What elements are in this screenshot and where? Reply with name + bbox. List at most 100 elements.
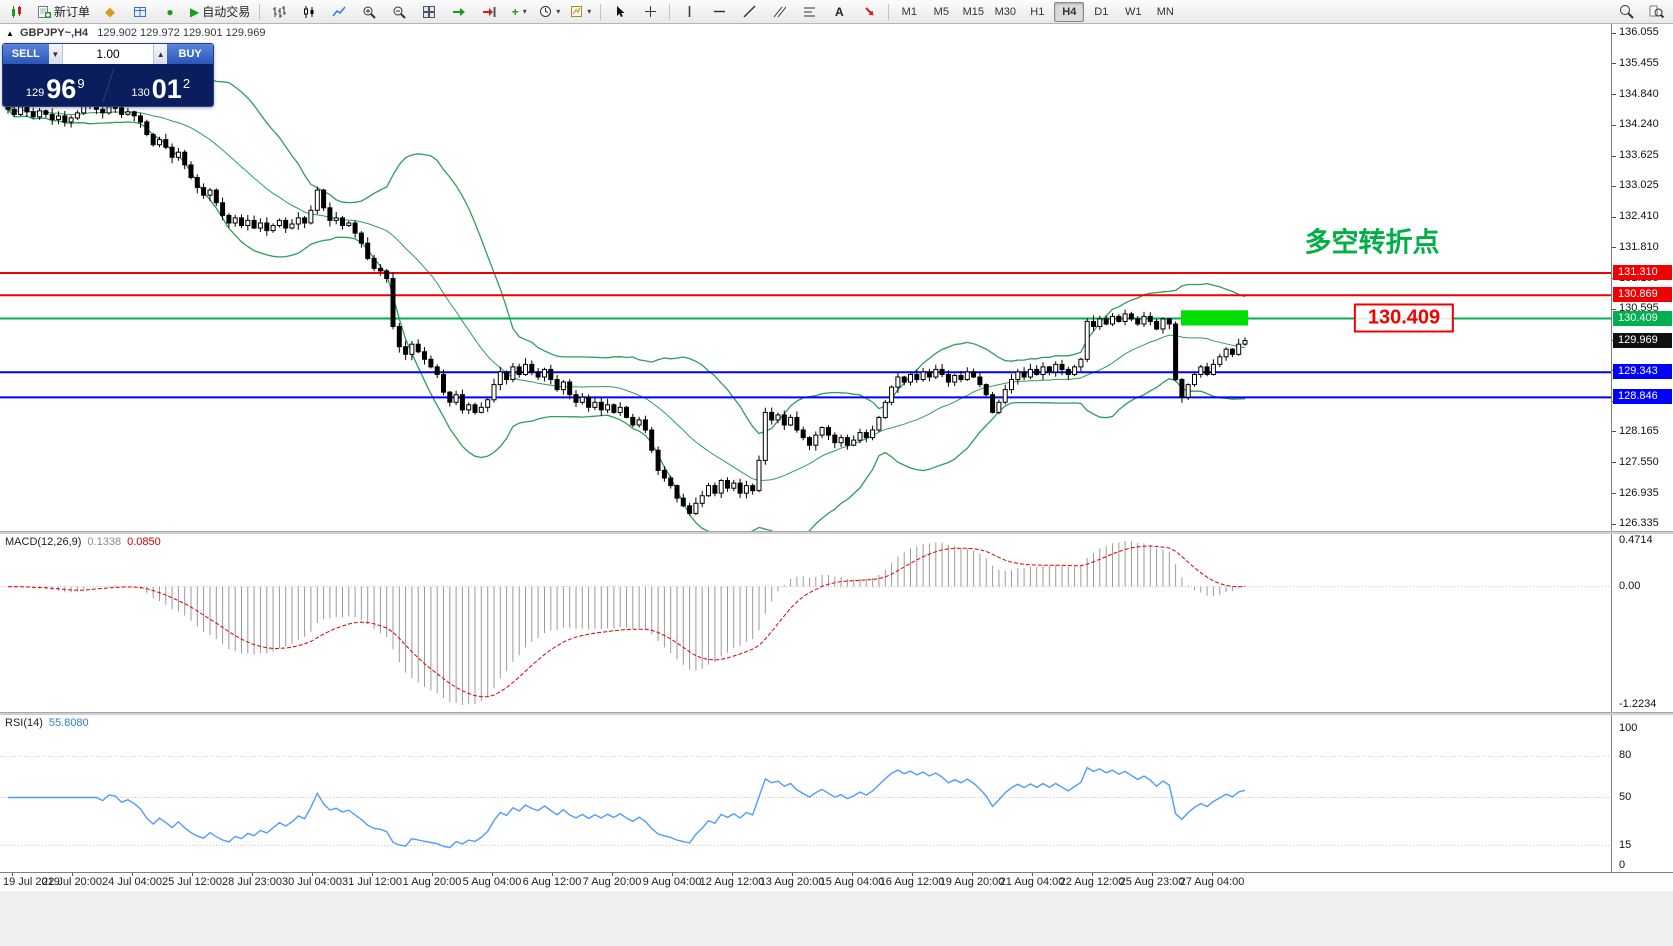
timeframe-H1[interactable]: H1 xyxy=(1030,5,1045,18)
time-tick xyxy=(972,873,973,876)
volume-input[interactable] xyxy=(62,44,154,64)
candlestick-chart-icon[interactable] xyxy=(295,1,323,23)
chart-shift-icon[interactable] xyxy=(475,1,503,23)
price-scale[interactable]: 136.055 135.455 134.840 134.240 133.625 133.0… xyxy=(1611,24,1673,872)
scale-tick xyxy=(1612,94,1616,96)
auto-trading-button[interactable]: ▶ 自动交易 xyxy=(186,1,254,23)
cursor-icon[interactable] xyxy=(606,1,634,23)
arrows-tool-icon[interactable] xyxy=(855,1,883,23)
new-order-icon xyxy=(38,5,51,18)
bar-chart-icon[interactable] xyxy=(265,1,293,23)
timeframe-H4[interactable]: H4 xyxy=(1054,1,1085,22)
search-icon[interactable] xyxy=(1612,1,1640,23)
scale-tick xyxy=(1612,493,1616,495)
time-axis-label: 25 Jul 12:00 xyxy=(162,876,222,888)
price-scale-label: 126.935 xyxy=(1619,486,1659,499)
macd-chart[interactable] xyxy=(0,533,1612,712)
data-window-icon[interactable] xyxy=(126,1,154,23)
ohlc-bars-icon xyxy=(273,5,287,18)
time-axis-label: 1 Aug 20:00 xyxy=(402,876,462,888)
price-tag: 131.310 xyxy=(1613,265,1672,280)
buy-price-pip: 2 xyxy=(182,76,191,91)
panel-separator[interactable] xyxy=(0,712,1673,715)
timeframe-MN[interactable]: MN xyxy=(1156,5,1174,18)
chart-window: ▲ GBPJPY~,H4 129.902 129.972 129.901 129… xyxy=(0,24,1673,872)
polyline-icon xyxy=(332,6,346,16)
horizontal-line-icon[interactable] xyxy=(705,1,733,23)
auto-scroll-icon[interactable] xyxy=(445,1,473,23)
data-grid-icon xyxy=(134,6,147,17)
chevron-down-icon: ▾ xyxy=(556,7,561,16)
time-tick xyxy=(252,873,253,876)
time-tick xyxy=(912,873,913,876)
indicators-button[interactable]: + ▾ xyxy=(505,1,533,23)
timeframe-M30[interactable]: M30 xyxy=(994,5,1016,18)
trendline-icon[interactable] xyxy=(735,1,763,23)
buy-button[interactable]: BUY xyxy=(167,44,213,64)
ohlc-values: 129.902 129.972 129.901 129.969 xyxy=(97,27,266,39)
time-tick xyxy=(612,873,613,876)
time-tick xyxy=(132,873,133,876)
vertical-line-icon[interactable] xyxy=(675,1,703,23)
time-tick xyxy=(432,873,433,876)
time-axis-label: 28 Jul 23:00 xyxy=(222,876,282,888)
sell-price[interactable]: 129 96 9 xyxy=(3,76,108,106)
timeframe-D1[interactable]: D1 xyxy=(1094,5,1109,18)
market-watch-icon[interactable]: ◆ xyxy=(96,1,124,23)
crosshair-icon[interactable] xyxy=(636,1,664,23)
price-scale-label: 135.455 xyxy=(1619,56,1659,69)
volume-decrease-button[interactable]: ▼ xyxy=(48,44,62,64)
scale-tick xyxy=(1612,216,1616,218)
templates-button[interactable]: ▾ xyxy=(566,1,595,23)
rsi-value: 55.8080 xyxy=(48,717,89,729)
scale-tick xyxy=(1612,523,1616,525)
time-axis[interactable]: 19 Jul 2019 22 Jul 20:00 24 Jul 04:00 25 Ju… xyxy=(0,872,1673,891)
price-scale-label: 133.025 xyxy=(1619,179,1659,192)
current-price-tag: 129.969 xyxy=(1613,332,1672,348)
new-order-button[interactable]: 新订单 xyxy=(33,1,94,23)
cross-icon xyxy=(644,6,656,17)
time-axis-label: 7 Aug 20:00 xyxy=(582,876,642,888)
candlestick-chart[interactable] xyxy=(0,24,1612,531)
line-chart-icon[interactable] xyxy=(325,1,353,23)
zoom-in-icon[interactable] xyxy=(355,1,383,23)
sell-price-prefix: 129 xyxy=(25,87,45,99)
time-axis-label: 13 Aug 20:00 xyxy=(759,876,825,888)
channel-icon[interactable] xyxy=(765,1,793,23)
one-click-toggle-icon[interactable]: ▲ xyxy=(6,29,14,38)
timeframe-M5[interactable]: M5 xyxy=(933,5,949,18)
timeframe-M15[interactable]: M15 xyxy=(962,5,984,18)
zoom-out-icon[interactable] xyxy=(385,1,413,23)
macd-panel[interactable]: MACD(12,26,9) 0.1338 0.0850 xyxy=(0,533,1612,712)
scale-tick xyxy=(1612,124,1616,126)
scroll-to-end-icon xyxy=(453,7,466,16)
chart-header: ▲ GBPJPY~,H4 129.902 129.972 129.901 129… xyxy=(6,27,265,39)
periods-button[interactable]: ▾ xyxy=(535,1,564,23)
hline-icon xyxy=(713,10,725,13)
parallel-lines-icon xyxy=(773,6,786,18)
letter-a-icon: A xyxy=(834,4,844,19)
time-axis-label: 22 Aug 12:00 xyxy=(1059,876,1125,888)
price-chart-panel[interactable]: ▲ GBPJPY~,H4 129.902 129.972 129.901 129… xyxy=(0,24,1612,531)
sell-button[interactable]: SELL xyxy=(3,44,49,64)
rsi-label: RSI(14) 55.8080 xyxy=(5,717,89,729)
text-tool-icon[interactable]: A xyxy=(825,1,853,23)
symbol-search-icon[interactable] xyxy=(1642,1,1670,23)
buy-price[interactable]: 130 01 2 xyxy=(109,76,214,106)
time-axis-label: 19 Jul 2019 xyxy=(3,876,60,888)
timeframe-M1[interactable]: M1 xyxy=(901,5,917,18)
macd-signal-value: 0.0850 xyxy=(127,536,161,548)
rsi-panel[interactable]: RSI(14) 55.8080 xyxy=(0,714,1612,872)
compass-icon: ● xyxy=(166,4,174,19)
navigator-icon[interactable]: ● xyxy=(156,1,184,23)
scale-tick xyxy=(1612,63,1616,65)
price-tag: 129.343 xyxy=(1613,364,1672,380)
tile-windows-icon[interactable] xyxy=(415,1,443,23)
rsi-chart[interactable] xyxy=(0,714,1612,872)
panel-separator[interactable] xyxy=(0,531,1673,534)
timeframe-W1[interactable]: W1 xyxy=(1125,5,1142,18)
time-tick xyxy=(1152,873,1153,876)
volume-increase-button[interactable]: ▲ xyxy=(154,44,168,64)
fibonacci-icon[interactable] xyxy=(795,1,823,23)
time-tick xyxy=(312,873,313,876)
